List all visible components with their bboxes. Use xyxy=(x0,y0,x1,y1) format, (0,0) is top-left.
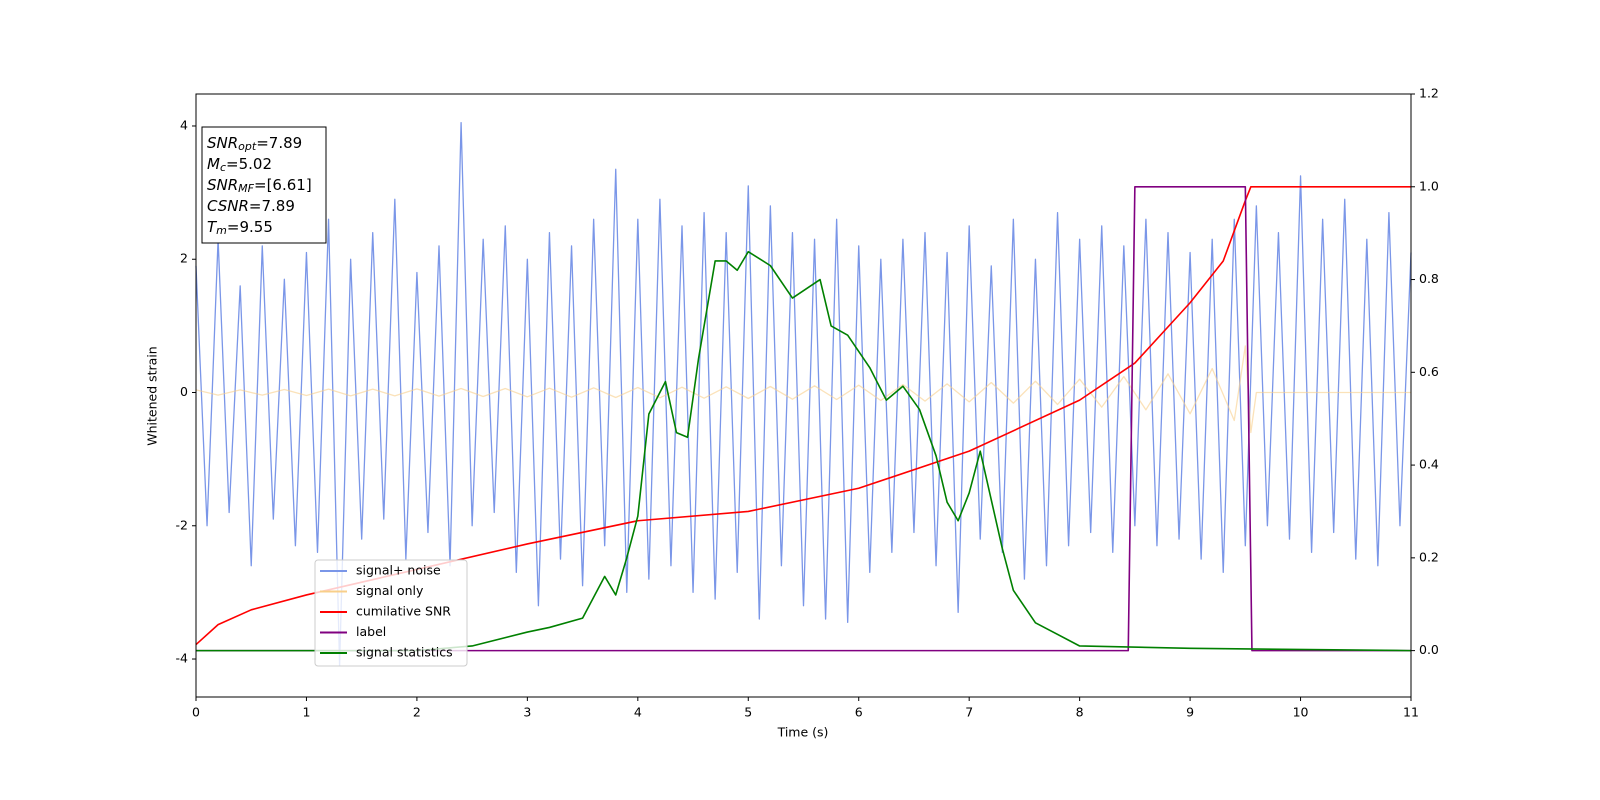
plot-area xyxy=(195,122,1412,667)
x-tick-label: 0 xyxy=(192,705,200,720)
x-tick-label: 3 xyxy=(523,705,531,720)
annotation-sub: c xyxy=(220,161,226,174)
y-tick-label: 2 xyxy=(180,251,188,266)
legend-label: signal only xyxy=(356,583,424,598)
annotation-value: =7.89 xyxy=(249,197,295,215)
x-tick-label: 10 xyxy=(1293,705,1309,720)
y-tick-label: -2 xyxy=(176,517,188,532)
annotation-name: CSNR xyxy=(207,197,249,215)
annotation-sub: opt xyxy=(238,140,257,153)
legend-label: cumilative SNR xyxy=(356,604,451,619)
annotation-name: T xyxy=(207,218,218,236)
x-tick-label: 2 xyxy=(413,705,421,720)
y2-tick-label: 1.2 xyxy=(1419,86,1439,101)
legend-label: signal statistics xyxy=(356,645,453,660)
y2-tick-label: 0.6 xyxy=(1419,364,1439,379)
annotation-value: =9.55 xyxy=(227,218,273,236)
annotation: CSNR=7.89 xyxy=(207,197,295,215)
annotation-name: M xyxy=(207,155,220,173)
series-line xyxy=(195,345,1411,434)
series-line xyxy=(196,250,1412,652)
y-tick-label: 0 xyxy=(180,384,188,399)
series-line xyxy=(195,122,1412,667)
x-tick-label: 7 xyxy=(965,705,973,720)
annotation: SNRMF=[6.61] xyxy=(207,176,312,196)
x-tick-label: 9 xyxy=(1186,705,1194,720)
x-tick-label: 8 xyxy=(1076,705,1084,720)
annotation-box xyxy=(201,126,327,244)
y2-tick-label: 0.4 xyxy=(1419,457,1439,472)
annotation: Tm=9.55 xyxy=(207,218,273,238)
y2-tick-label: 0.2 xyxy=(1419,549,1439,564)
axes-frame xyxy=(195,93,1412,698)
annotation-value: =7.89 xyxy=(256,134,302,152)
y2-tick-label: 0.8 xyxy=(1419,271,1439,286)
x-tick-label: 1 xyxy=(302,705,310,720)
y-axis-label: Whitened strain xyxy=(145,346,160,445)
x-tick-label: 6 xyxy=(855,705,863,720)
x-tick-label: 5 xyxy=(744,705,752,720)
y-tick-label: -4 xyxy=(176,651,189,666)
annotation-sub: MF xyxy=(238,182,254,195)
legend-label: signal+ noise xyxy=(356,563,441,578)
annotation-value: =[6.61] xyxy=(254,176,312,194)
annotation-name: SNR xyxy=(207,176,238,194)
x-tick-label: 4 xyxy=(634,705,642,720)
y2-tick-label: 1.0 xyxy=(1419,178,1439,193)
x-axis-label: Time (s) xyxy=(777,725,829,740)
annotation: Mc=5.02 xyxy=(207,155,272,175)
legend-label: label xyxy=(356,624,386,639)
annotation-name: SNR xyxy=(207,134,238,152)
y2-tick-label: 0.0 xyxy=(1419,642,1439,657)
x-tick-label: 11 xyxy=(1403,705,1419,720)
legend-box xyxy=(314,559,468,667)
annotation-sub: m xyxy=(216,224,227,237)
annotation-value: =5.02 xyxy=(226,155,272,173)
series-line xyxy=(196,185,1411,652)
series-line xyxy=(195,185,1411,646)
y-tick-label: 4 xyxy=(180,117,188,132)
annotation: SNRopt=7.89 xyxy=(207,134,302,154)
